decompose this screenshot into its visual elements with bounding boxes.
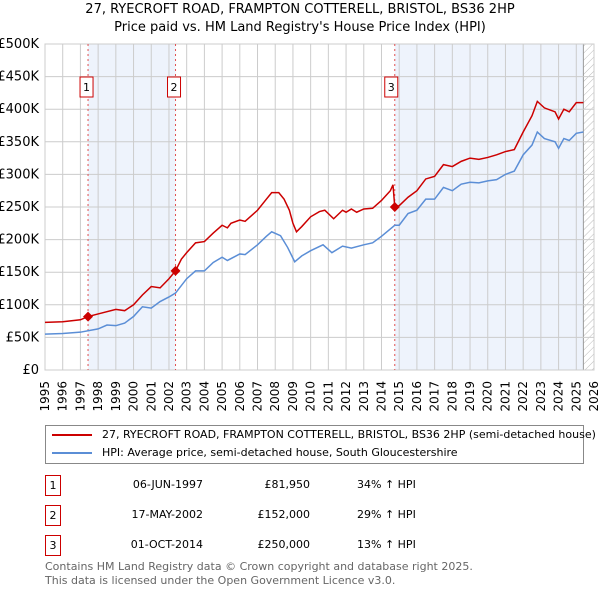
y-tick-label: £450K [0,70,39,85]
x-tick-label: 2013 [357,381,371,412]
sale-label-box [167,76,182,98]
x-tick-label: 2019 [463,381,477,412]
sale-point-marker [83,311,94,322]
x-tick-label: 2021 [498,381,512,412]
x-tick-label: 2023 [534,381,548,412]
sale-label-box [384,76,399,98]
sale-label: 2 [171,81,178,94]
x-tick-label: 2018 [445,381,459,412]
x-tick-label: 2003 [180,381,194,412]
x-tick-label: 2004 [197,381,211,412]
sale-label: 1 [83,81,90,94]
y-tick-label: £200K [0,233,39,248]
x-tick-label: 1998 [91,381,105,412]
legend-label-property: 27, RYECROFT ROAD, FRAMPTON COTTERELL, B… [102,428,596,441]
legend-item-property: 27, RYECROFT ROAD, FRAMPTON COTTERELL, B… [52,428,596,442]
x-tick-label: 2015 [392,381,406,412]
y-tick-label: £150K [0,265,39,280]
y-tick-label: £350K [0,135,39,150]
x-tick-label: 1996 [56,381,70,412]
y-tick-label: £50K [6,330,40,345]
footer-copyright: Contains HM Land Registry data © Crown c… [45,560,473,573]
price-chart: 1995 1996 1997 1998 1999 2000 2001 2002 2003 2004… [0,37,600,412]
x-tick-label: 2024 [552,381,566,412]
x-tick-label: 2011 [321,381,335,412]
chart-subtitle: Price paid vs. HM Land Registry's House … [114,20,486,35]
y-tick-label: £500K [0,37,39,52]
y-tick-label: £100K [0,298,39,313]
plot-frame [44,43,595,371]
sale-hpi-diff: 13% ↑ HPI [357,538,416,551]
footer: Contains HM Land Registry data © Crown c… [45,560,473,588]
x-tick-label: 2007 [251,381,265,412]
x-tick-label: 2001 [144,381,158,412]
x-tick-label: 2022 [516,381,530,412]
x-tick-label: 2016 [410,381,424,412]
x-tick-label: 1995 [38,381,52,412]
legend-swatch-red [52,434,92,436]
y-tick-label: £0 [22,363,39,378]
sale-hpi-diff: 29% ↑ HPI [357,508,416,521]
x-tick-label: 2008 [268,381,282,412]
x-tick-label: 2014 [374,381,388,412]
footer-licence: This data is licensed under the Open Gov… [45,574,396,587]
property-price-line [44,100,584,324]
sale-hpi-diff: 34% ↑ HPI [357,478,416,491]
x-tick-label: 2006 [233,381,247,412]
sale-label: 3 [388,81,395,94]
x-tick-label: 2010 [304,381,318,412]
x-tick-label: 2017 [428,381,442,412]
x-tick-label: 1999 [109,381,123,412]
sale-date: 17-MAY-2002 [131,508,203,521]
y-tick-label: £250K [0,200,39,215]
legend-swatch-blue [52,452,92,454]
legend-label-hpi: HPI: Average price, semi-detached house,… [102,446,458,459]
sale-point-marker [389,202,400,212]
sale-number-badge: 1 [45,475,61,496]
chart-title: 27, RYECROFT ROAD, FRAMPTON COTTERELL, B… [85,2,515,17]
x-tick-label: 2025 [569,381,583,412]
x-tick-label: 2002 [162,381,176,412]
sale-number-badge: 3 [45,535,61,556]
hpi-line [44,130,584,335]
x-tick-label: 2005 [215,381,229,412]
x-tick-label: 2012 [339,381,353,412]
sale-price: £81,950 [264,478,311,491]
x-tick-label: 2026 [587,381,600,412]
sale-date: 01-OCT-2014 [130,538,203,551]
legend-item-hpi: HPI: Average price, semi-detached house,… [52,446,458,460]
y-tick-label: £400K [0,102,39,117]
x-tick-label: 2000 [127,381,141,412]
x-tick-label: 1997 [73,381,87,412]
x-tick-label: 2009 [286,381,300,412]
sale-date: 06-JUN-1997 [132,478,203,491]
sale-point-marker [170,265,181,276]
sale-price: £152,000 [257,508,311,521]
x-tick-label: 2020 [481,381,495,412]
y-tick-label: £300K [0,167,39,182]
sale-number-badge: 2 [45,505,61,526]
sale-label-box [79,76,94,98]
sale-price: £250,000 [257,538,311,551]
legend: 27, RYECROFT ROAD, FRAMPTON COTTERELL, B… [45,425,596,464]
